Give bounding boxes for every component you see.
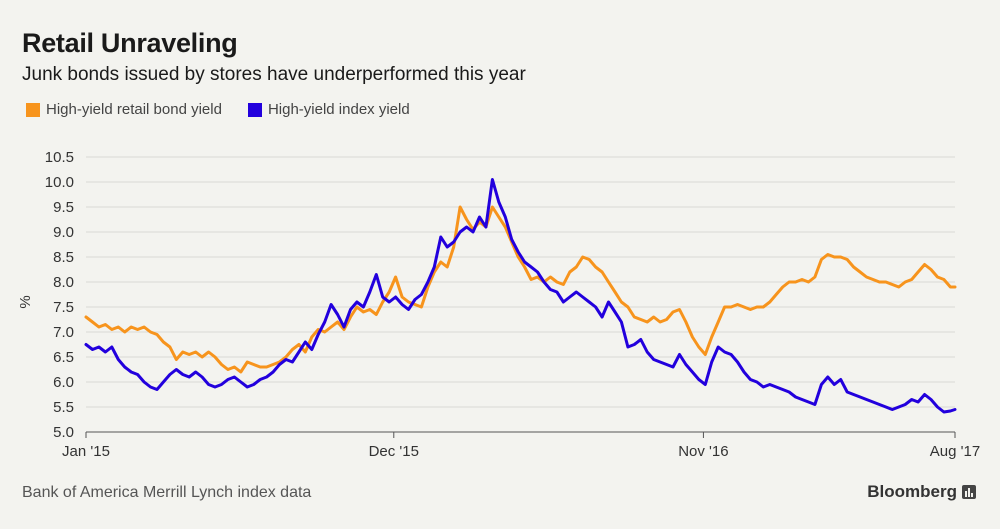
y-tick-label: 6.5 [53, 349, 74, 366]
chart-title: Retail Unraveling [22, 28, 238, 58]
y-tick-label: 9.0 [53, 224, 74, 241]
y-tick-label: 8.5 [53, 249, 74, 266]
legend-swatch-index [247, 102, 262, 117]
y-tick-label: 6.0 [53, 374, 74, 391]
brand-logo: Bloomberg [867, 482, 976, 502]
legend-item-retail: High-yield retail bond yield [26, 101, 222, 118]
legend-swatch-retail [26, 102, 40, 117]
legend-label-index: High-yield index yield [267, 101, 410, 118]
bar-chart-icon [962, 485, 976, 499]
brand-name: Bloomberg [867, 482, 957, 501]
y-tick-label: 9.5 [53, 199, 74, 216]
y-axis-label: % [17, 295, 34, 308]
y-tick-label: 10.5 [45, 149, 74, 166]
x-tick-label: Nov '16 [678, 443, 728, 460]
y-tick-label: 7.5 [53, 299, 74, 316]
legend: High-yield retail bond yield High-yield … [26, 101, 436, 118]
source-note: Bank of America Merrill Lynch index data [22, 484, 312, 501]
series-line-index [84, 178, 957, 414]
y-tick-label: 5.0 [53, 424, 74, 441]
y-tick-label: 5.5 [53, 399, 74, 416]
x-tick-label: Dec '15 [369, 443, 419, 460]
chart-subtitle: Junk bonds issued by stores have underpe… [22, 64, 526, 85]
x-tick-label: Aug '17 [930, 443, 980, 460]
legend-item-index: High-yield index yield [247, 101, 410, 118]
x-tick-label: Jan '15 [62, 443, 110, 460]
y-tick-label: 8.0 [53, 274, 74, 291]
y-tick-label: 7.0 [53, 324, 74, 341]
legend-label-retail: High-yield retail bond yield [46, 101, 222, 118]
series-line-retail [84, 205, 957, 374]
y-tick-label: 10.0 [45, 174, 74, 191]
